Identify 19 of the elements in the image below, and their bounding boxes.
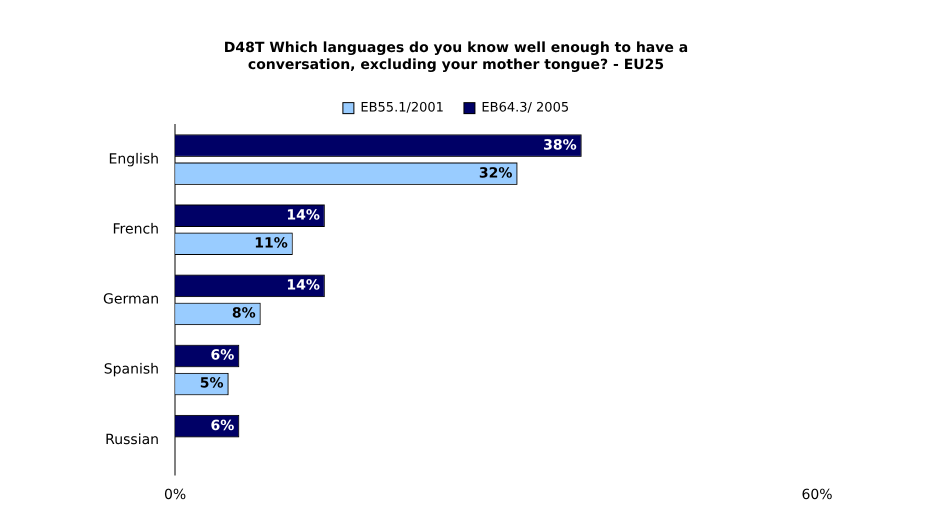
- data-label: 14%: [286, 278, 320, 294]
- data-label: 6%: [210, 418, 234, 434]
- legend-label: EB55.1/2001: [360, 100, 444, 116]
- data-label: 5%: [200, 376, 224, 392]
- data-label: 11%: [254, 235, 288, 252]
- x-tick-label: 60%: [801, 487, 833, 504]
- x-tick-label: 0%: [164, 487, 186, 504]
- y-tick-label: English: [108, 151, 160, 168]
- data-label: 6%: [210, 348, 234, 364]
- legend-label: EB64.3/ 2005: [481, 100, 570, 116]
- data-label: 8%: [232, 306, 256, 322]
- y-tick-label: Russian: [105, 432, 160, 448]
- chart-title: D48T Which languages do you know well enough to have a conversation, excluding your mother tongue? - EU25: [224, 40, 688, 73]
- y-tick-label: Spanish: [104, 362, 160, 378]
- data-label: 14%: [286, 207, 320, 224]
- data-label: 32%: [478, 165, 512, 182]
- y-tick-label: German: [103, 292, 160, 308]
- y-tick-label: French: [112, 221, 160, 238]
- data-label: 38%: [543, 137, 577, 154]
